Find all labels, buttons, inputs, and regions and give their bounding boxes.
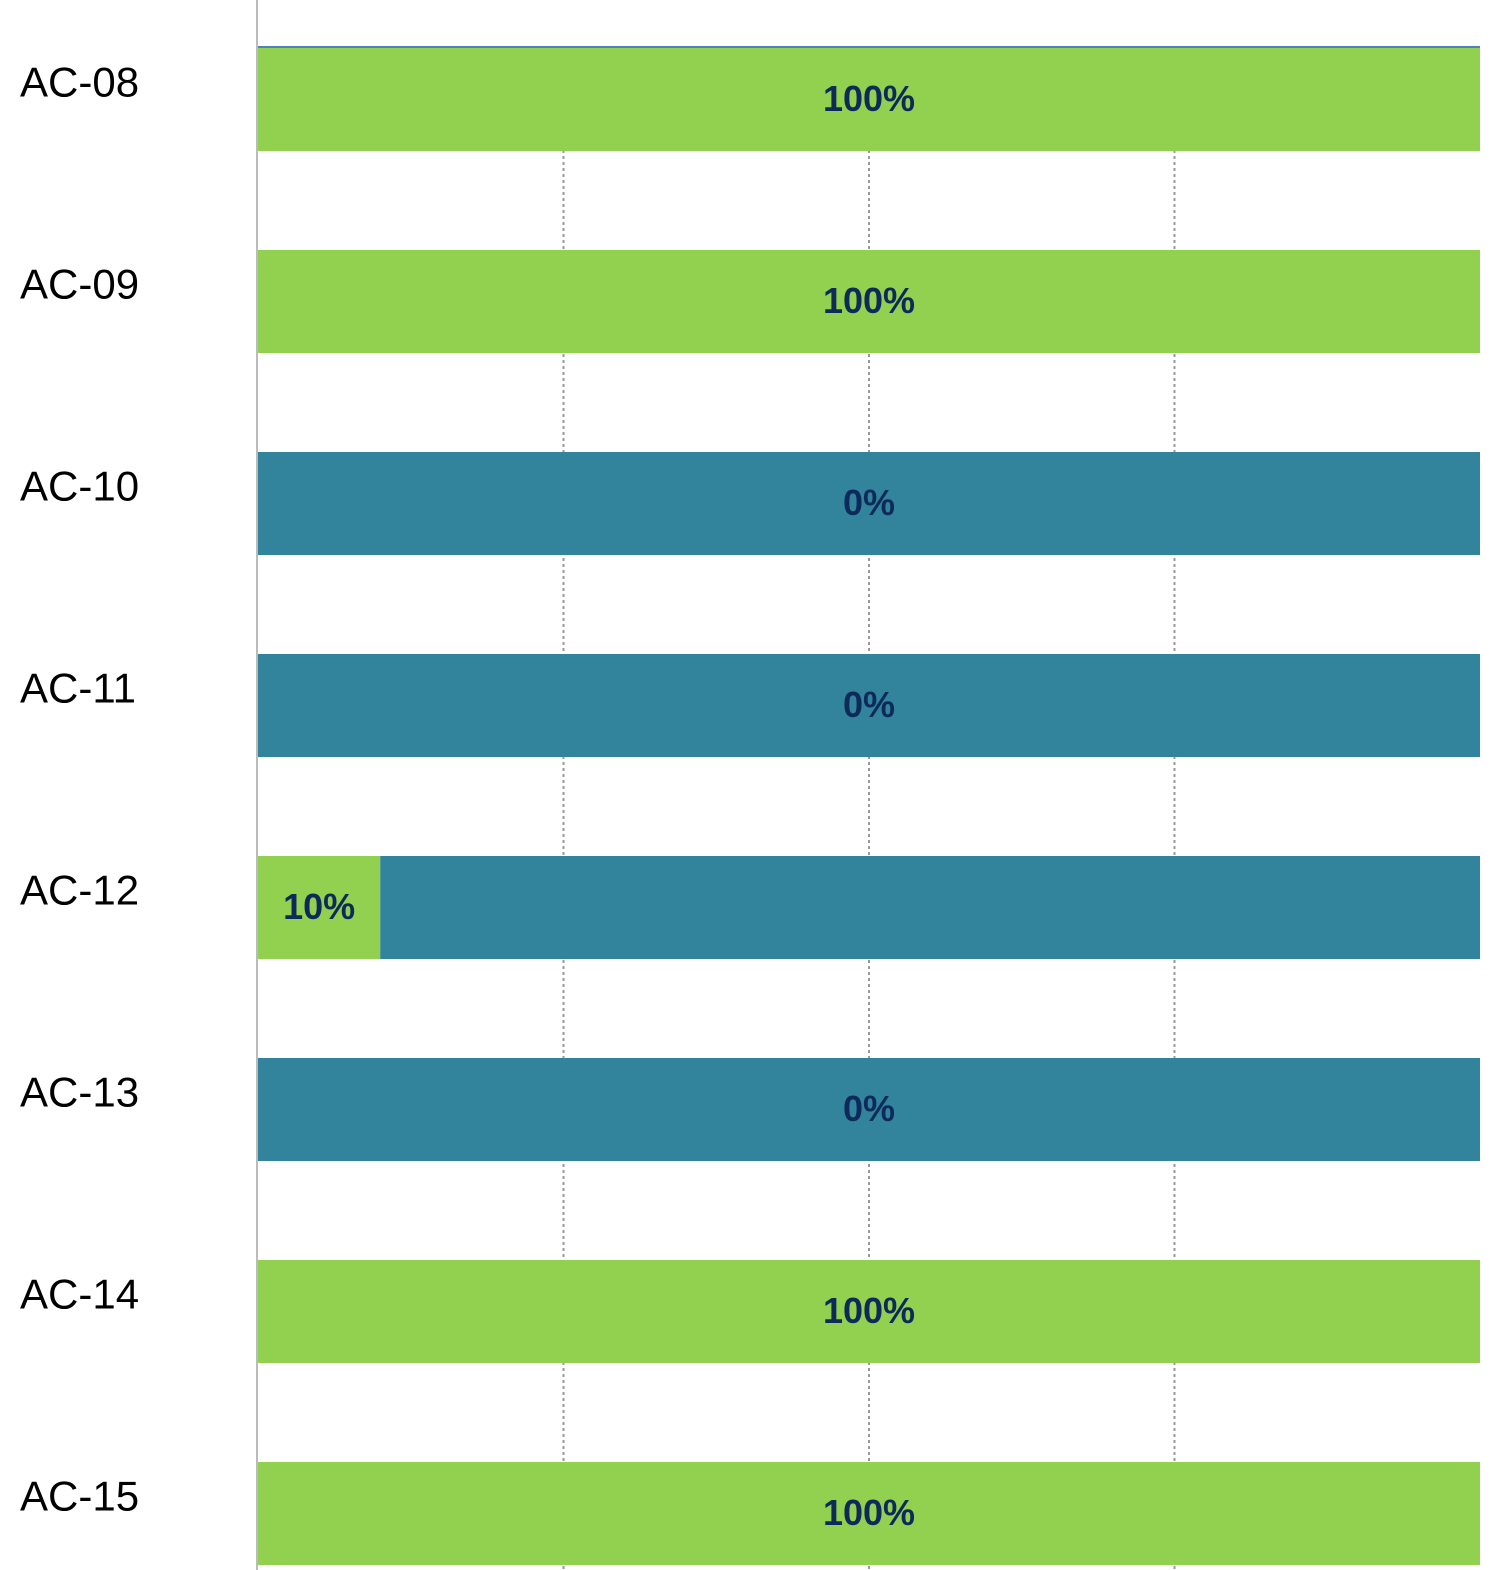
data-label: 100% <box>823 280 915 321</box>
bar-segment <box>258 1260 1480 1363</box>
bar-segment <box>258 1462 1480 1565</box>
bar-segment <box>258 452 1480 555</box>
y-tick-label: AC-09 <box>20 261 139 308</box>
data-label: 10% <box>283 886 355 927</box>
data-label: 0% <box>843 1088 895 1129</box>
bar-segment <box>258 856 381 959</box>
data-label: 100% <box>823 78 915 119</box>
y-tick-label: AC-14 <box>20 1271 139 1318</box>
data-label: 0% <box>843 482 895 523</box>
bar-segment <box>258 48 1480 151</box>
bar-segment <box>258 250 1480 353</box>
y-tick-label: AC-13 <box>20 1069 139 1116</box>
y-tick-label: AC-12 <box>20 867 139 914</box>
data-label: 0% <box>843 684 895 725</box>
data-label: 100% <box>823 1290 915 1331</box>
y-tick-label: AC-08 <box>20 59 139 106</box>
y-tick-label: AC-15 <box>20 1473 139 1520</box>
bar-segment <box>380 856 1481 959</box>
data-label: 100% <box>823 1492 915 1533</box>
bar-segment <box>258 1058 1480 1161</box>
y-tick-label: AC-10 <box>20 463 139 510</box>
y-tick-label: AC-11 <box>20 665 136 712</box>
bar-segment <box>258 654 1480 757</box>
